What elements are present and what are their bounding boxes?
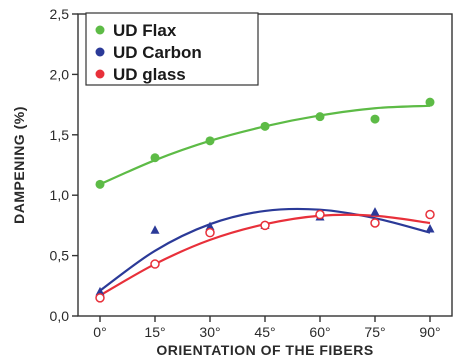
legend-marker-ud-flax — [96, 26, 105, 35]
data-point-ud-flax — [151, 153, 160, 162]
y-tick-label: 1,0 — [50, 187, 70, 203]
data-point-ud-flax — [96, 180, 105, 189]
y-axis-title: DAMPENING (%) — [11, 106, 27, 224]
legend-label-ud-flax: UD Flax — [113, 21, 177, 40]
data-point-ud-glass — [96, 294, 104, 302]
y-tick-label: 2,0 — [50, 66, 70, 82]
data-point-ud-flax — [371, 115, 380, 124]
data-point-ud-glass — [426, 211, 434, 219]
data-points — [96, 98, 435, 302]
y-tick-label: 0,5 — [50, 248, 70, 264]
data-point-ud-flax — [261, 122, 270, 131]
x-tick-label: 30° — [199, 324, 220, 340]
data-point-ud-flax — [206, 136, 215, 145]
data-point-ud-carbon — [371, 207, 380, 216]
legend-marker-ud-carbon — [96, 48, 105, 57]
legend-label-ud-glass: UD glass — [113, 65, 186, 84]
y-tick-label: 2,5 — [50, 6, 70, 22]
x-tick-label: 90° — [419, 324, 440, 340]
data-point-ud-glass — [371, 219, 379, 227]
data-point-ud-glass — [151, 260, 159, 268]
y-tick-label: 0,0 — [50, 308, 70, 324]
x-tick-label: 75° — [364, 324, 385, 340]
data-point-ud-glass — [206, 229, 214, 237]
data-point-ud-glass — [316, 211, 324, 219]
x-tick-label: 0° — [93, 324, 106, 340]
x-tick-label: 60° — [309, 324, 330, 340]
data-point-ud-flax — [316, 112, 325, 121]
y-tick-label: 1,5 — [50, 127, 70, 143]
trend-lines — [100, 106, 430, 296]
x-tick-label: 45° — [254, 324, 275, 340]
legend: UD Flax UD Carbon UD glass — [86, 13, 258, 85]
legend-marker-ud-glass — [96, 70, 105, 79]
data-point-ud-flax — [426, 98, 435, 107]
data-point-ud-carbon — [151, 225, 160, 234]
data-point-ud-carbon — [426, 224, 435, 233]
data-point-ud-glass — [261, 221, 269, 229]
x-axis-title: ORIENTATION OF THE FIBERS — [156, 342, 373, 358]
x-tick-label: 15° — [144, 324, 165, 340]
legend-label-ud-carbon: UD Carbon — [113, 43, 202, 62]
trend-line-ud-flax — [100, 106, 430, 185]
